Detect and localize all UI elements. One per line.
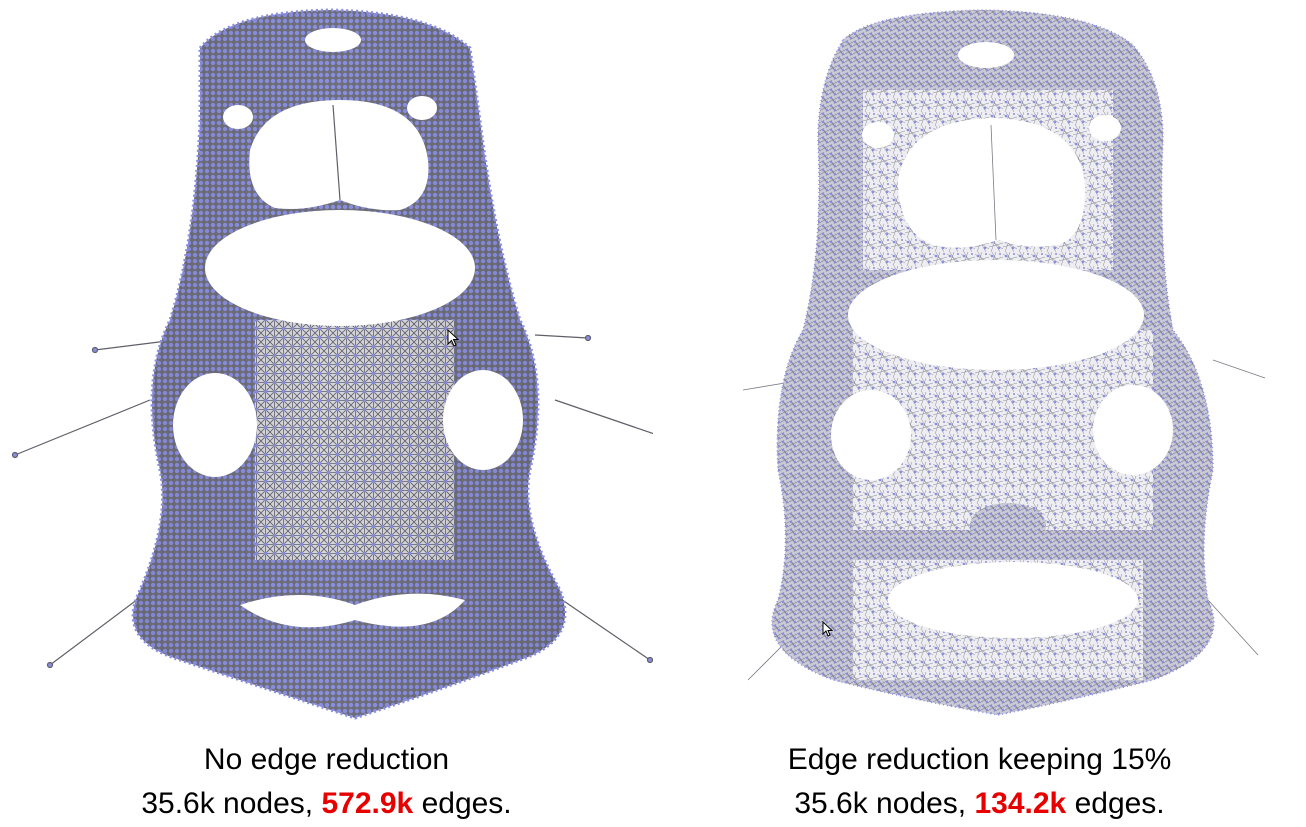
node-count-text: 35.6k nodes, xyxy=(141,787,322,820)
mesh-holes xyxy=(831,42,1173,638)
caption-title: Edge reduction keeping 15% xyxy=(787,743,1172,776)
panel-no-reduction: No edge reduction 35.6k nodes, 572.9k ed… xyxy=(0,8,653,826)
edge-count-highlight: 572.9k xyxy=(321,787,414,820)
mouse-cursor-icon xyxy=(822,620,834,637)
edge-count-highlight: 134.2k xyxy=(974,787,1067,820)
edges-suffix-text: edges. xyxy=(413,787,512,820)
caption-no-reduction: No edge reduction 35.6k nodes, 572.9k ed… xyxy=(0,738,653,826)
panel-reduced: Edge reduction keeping 15% 35.6k nodes, … xyxy=(653,0,1306,827)
dense-mesh-graph xyxy=(11,8,653,720)
node-count-text: 35.6k nodes, xyxy=(794,787,975,820)
caption-reduced: Edge reduction keeping 15% 35.6k nodes, … xyxy=(653,738,1306,826)
caption-title: No edge reduction xyxy=(203,743,450,776)
edges-suffix-text: edges. xyxy=(1066,787,1165,820)
caption-stats: 35.6k nodes, 134.2k edges. xyxy=(653,782,1306,826)
whisker-edges xyxy=(11,334,653,669)
mouse-cursor-icon xyxy=(447,328,460,347)
mesh-holes xyxy=(173,28,523,628)
caption-stats: 35.6k nodes, 572.9k edges. xyxy=(0,782,653,826)
sparse-mesh-graph xyxy=(742,9,1266,716)
